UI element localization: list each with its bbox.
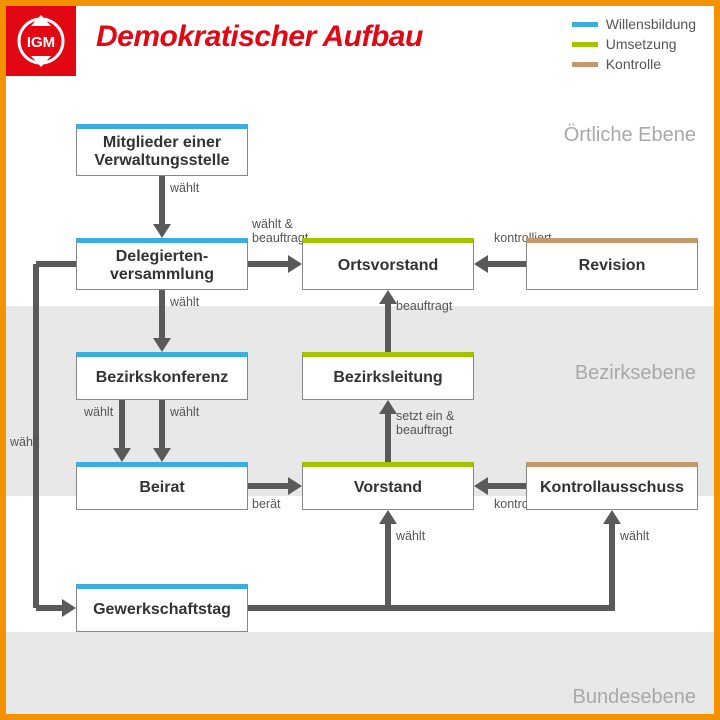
- svg-text:IGM: IGM: [27, 34, 55, 51]
- legend-item: Willensbildung: [572, 16, 696, 32]
- legend-swatch: [572, 62, 598, 67]
- diagram-frame: Örtliche Ebene Bezirksebene Bundesebene IGM…: [0, 0, 720, 720]
- edge-label: wählt: [170, 406, 199, 420]
- node-kontrollaus: Kontrollausschuss: [526, 462, 698, 510]
- legend-item: Umsetzung: [572, 36, 696, 52]
- node-mitglieder: Mitglieder einerVerwaltungsstelle: [76, 124, 248, 176]
- node-beirat: Beirat: [76, 462, 248, 510]
- igm-logo: IGM: [6, 6, 76, 76]
- node-revision: Revision: [526, 238, 698, 290]
- edge-label: wählt &beauftragt: [252, 218, 308, 246]
- node-gewerkschaft: Gewerkschaftstag: [76, 584, 248, 632]
- edge-label: beauftragt: [396, 300, 452, 314]
- level-label: Örtliche Ebene: [564, 124, 696, 147]
- node-bezirkskonf: Bezirkskonferenz: [76, 352, 248, 400]
- legend-label: Umsetzung: [606, 36, 677, 52]
- legend-label: Willensbildung: [606, 16, 696, 32]
- edge-label: wählt: [170, 296, 199, 310]
- legend-swatch: [572, 42, 598, 47]
- edge-label: wählt: [170, 182, 199, 196]
- legend-swatch: [572, 22, 598, 27]
- legend: Willensbildung Umsetzung Kontrolle: [572, 16, 696, 76]
- level-label: Bezirksebene: [575, 362, 696, 385]
- edge-label: wählt: [10, 436, 39, 450]
- node-bezirksleit: Bezirksleitung: [302, 352, 474, 400]
- legend-item: Kontrolle: [572, 56, 696, 72]
- diagram-title: Demokratischer Aufbau: [96, 20, 423, 54]
- edge-label: berät: [252, 498, 281, 512]
- node-delegierten: Delegierten-versammlung: [76, 238, 248, 290]
- edge-label: wählt: [620, 530, 649, 544]
- node-ortsvorstand: Ortsvorstand: [302, 238, 474, 290]
- edge-label: setzt ein &beauftragt: [396, 410, 454, 438]
- node-vorstand: Vorstand: [302, 462, 474, 510]
- edge-label: wählt: [396, 530, 425, 544]
- edge-label: wählt: [84, 406, 113, 420]
- legend-label: Kontrolle: [606, 56, 661, 72]
- level-label: Bundesebene: [573, 686, 696, 709]
